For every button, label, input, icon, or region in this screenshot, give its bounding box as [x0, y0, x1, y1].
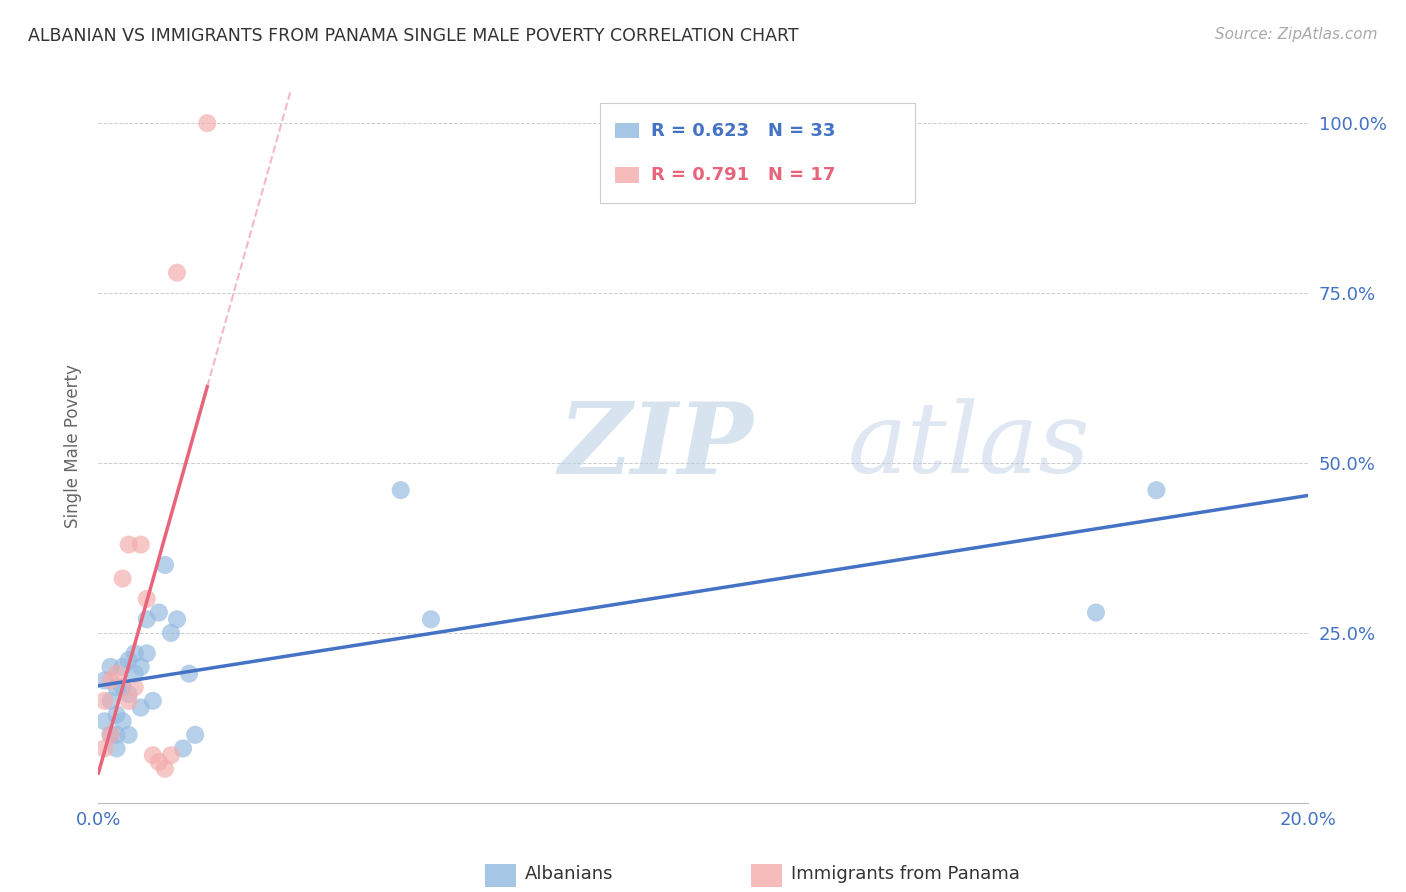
Point [129, 700, 152, 714]
Point [118, 694, 141, 708]
Point [129, 660, 152, 674]
Point [129, 537, 152, 551]
Point [100, 728, 122, 742]
Point [166, 266, 188, 280]
Point [105, 728, 128, 742]
Point [93, 673, 115, 688]
Point [420, 612, 443, 626]
Text: ZIP: ZIP [558, 398, 752, 494]
Text: ALBANIAN VS IMMIGRANTS FROM PANAMA SINGLE MALE POVERTY CORRELATION CHART: ALBANIAN VS IMMIGRANTS FROM PANAMA SINGL… [28, 27, 799, 45]
Point [124, 680, 146, 694]
Point [1144, 483, 1167, 498]
Point [153, 762, 176, 776]
Point [118, 653, 141, 667]
Text: R = 0.623   N = 33: R = 0.623 N = 33 [651, 121, 835, 139]
Point [160, 626, 183, 640]
Point [100, 673, 122, 688]
Point [124, 666, 146, 681]
Point [142, 694, 165, 708]
Point [135, 612, 157, 626]
FancyBboxPatch shape [751, 864, 782, 887]
Y-axis label: Single Male Poverty: Single Male Poverty [65, 364, 83, 528]
Text: R = 0.791   N = 17: R = 0.791 N = 17 [651, 166, 835, 184]
Point [166, 612, 188, 626]
Point [135, 591, 157, 606]
Text: Immigrants from Panama: Immigrants from Panama [792, 865, 1021, 883]
Point [135, 646, 157, 660]
Point [172, 741, 194, 756]
Point [111, 660, 134, 674]
FancyBboxPatch shape [614, 123, 638, 138]
Text: atlas: atlas [848, 399, 1091, 493]
Point [184, 728, 207, 742]
Point [100, 694, 122, 708]
Point [118, 728, 141, 742]
Point [179, 666, 201, 681]
Text: Albanians: Albanians [526, 865, 614, 883]
Point [111, 714, 134, 729]
Point [105, 680, 128, 694]
Point [105, 666, 128, 681]
FancyBboxPatch shape [485, 864, 516, 887]
Point [105, 741, 128, 756]
Point [93, 741, 115, 756]
Point [195, 116, 218, 130]
FancyBboxPatch shape [614, 167, 638, 183]
Point [148, 606, 170, 620]
Point [148, 755, 170, 769]
Point [93, 694, 115, 708]
Point [111, 680, 134, 694]
Point [100, 728, 122, 742]
Text: Source: ZipAtlas.com: Source: ZipAtlas.com [1215, 27, 1378, 42]
Point [389, 483, 412, 498]
Point [118, 687, 141, 701]
Point [105, 707, 128, 722]
Point [1085, 606, 1108, 620]
Point [153, 558, 176, 572]
FancyBboxPatch shape [600, 103, 915, 203]
Point [124, 646, 146, 660]
Point [160, 748, 183, 763]
Point [111, 572, 134, 586]
Point [93, 714, 115, 729]
Point [118, 537, 141, 551]
Point [142, 748, 165, 763]
Point [100, 660, 122, 674]
